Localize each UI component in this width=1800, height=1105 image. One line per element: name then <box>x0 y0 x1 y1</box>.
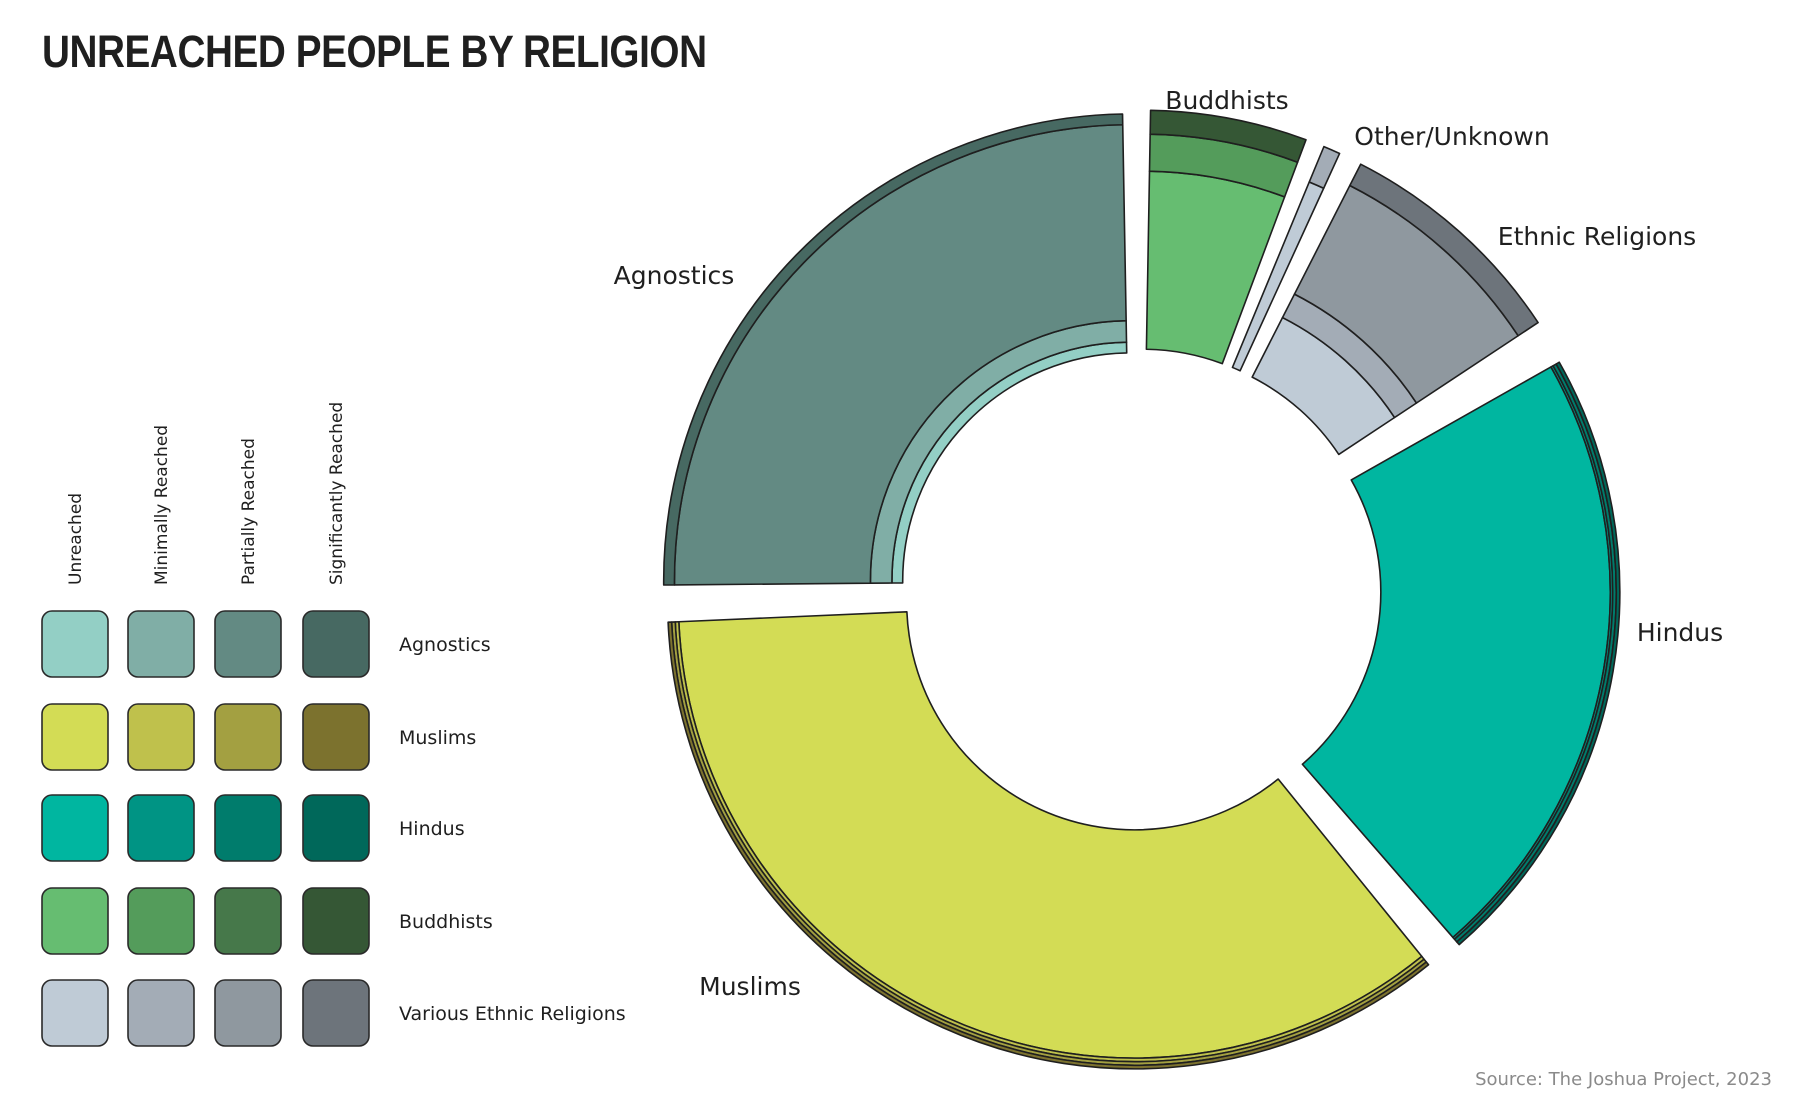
legend-column-header-partially-reached: Partially Reached <box>239 438 259 585</box>
segment-label-ethnic-religions: Ethnic Religions <box>1498 222 1696 251</box>
chart-title: UNREACHED PEOPLE BY RELIGION <box>42 26 707 77</box>
segment-label-other-unknown: Other/Unknown <box>1354 122 1549 151</box>
donut-segment-agnostics-significantly-reached <box>662 113 1124 586</box>
legend-swatch-agnostics-significantly-reached <box>302 610 370 678</box>
segment-label-buddhists: Buddhists <box>1165 86 1288 115</box>
legend-swatch-hindus-partially-reached <box>214 794 282 862</box>
legend-row-label-hindus: Hindus <box>399 818 465 840</box>
legend-swatch-agnostics-minimally-reached <box>127 610 195 678</box>
legend-swatch-muslims-minimally-reached <box>127 703 195 771</box>
donut-segment-buddhists-significantly-reached <box>1149 109 1307 163</box>
legend-column-header-significantly-reached: Significantly Reached <box>327 402 347 585</box>
legend-swatch-agnostics-partially-reached <box>214 610 282 678</box>
legend-swatch-muslims-partially-reached <box>214 703 282 771</box>
segment-label-hindus: Hindus <box>1637 618 1723 647</box>
donut-segment-other-unknown-minimally-reached <box>1308 145 1341 190</box>
legend-swatch-muslims-significantly-reached <box>302 703 370 771</box>
donut-segment-buddhists-unreached <box>1145 170 1286 365</box>
legend: Unreached Minimally Reached Partially Reac… <box>41 402 626 1047</box>
legend-swatch-buddhists-partially-reached <box>214 887 282 955</box>
legend-swatch-buddhists-significantly-reached <box>302 887 370 955</box>
legend-column-header-minimally-reached: Minimally Reached <box>152 425 172 585</box>
segment-label-muslims: Muslims <box>699 972 801 1001</box>
legend-swatch-buddhists-unreached <box>41 887 109 955</box>
legend-column-header-unreached: Unreached <box>66 493 86 585</box>
legend-row-label-agnostics: Agnostics <box>399 634 491 656</box>
legend-row-label-various-ethnic-religions: Various Ethnic Religions <box>399 1003 626 1025</box>
legend-swatch-hindus-minimally-reached <box>127 794 195 862</box>
legend-swatch-various-ethnic-religions-partially-reached <box>214 979 282 1047</box>
legend-swatch-hindus-unreached <box>41 794 109 862</box>
legend-swatch-hindus-significantly-reached <box>302 794 370 862</box>
legend-swatch-various-ethnic-religions-unreached <box>41 979 109 1047</box>
donut-segment-muslims-significantly-reached <box>667 621 1430 1070</box>
legend-swatch-various-ethnic-religions-significantly-reached <box>302 979 370 1047</box>
source-note: Source: The Joshua Project, 2023 <box>1475 1069 1772 1090</box>
legend-row-label-buddhists: Buddhists <box>399 911 493 933</box>
donut-segment-hindus-significantly-reached <box>1456 361 1621 946</box>
legend-swatch-muslims-unreached <box>41 703 109 771</box>
donut-segment-hindus-unreached <box>1301 366 1611 939</box>
legend-swatch-various-ethnic-religions-minimally-reached <box>127 979 195 1047</box>
segment-label-agnostics: Agnostics <box>614 261 735 290</box>
segment-labels: Hindus Muslims Agnostics Buddhists Other/Unk… <box>614 86 1723 1001</box>
legend-swatch-agnostics-unreached <box>41 610 109 678</box>
donut-segment-ethnic-religions-significantly-reached <box>1349 163 1539 337</box>
donut-segments <box>662 109 1621 1070</box>
legend-row-label-muslims: Muslims <box>399 727 476 749</box>
legend-swatch-buddhists-minimally-reached <box>127 887 195 955</box>
